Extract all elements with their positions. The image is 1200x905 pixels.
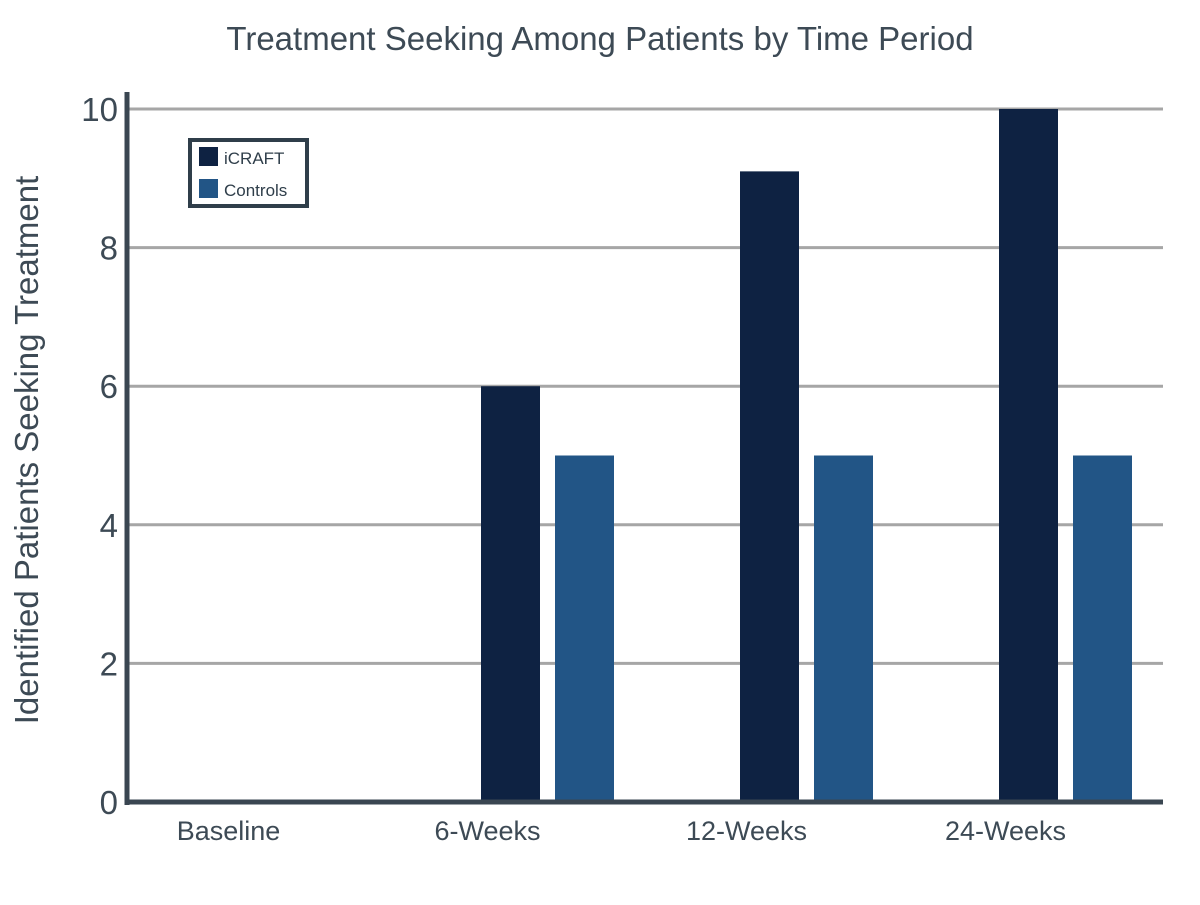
bar-controls-12-weeks (814, 455, 873, 802)
y-tick-label: 8 (100, 230, 118, 267)
y-axis-label: Identified Patients Seeking Treatment (8, 176, 45, 725)
y-tick-label: 0 (100, 784, 118, 821)
y-tick-label: 2 (100, 645, 118, 682)
legend-label-controls: Controls (224, 181, 287, 200)
bar-controls-24-weeks (1073, 455, 1132, 802)
y-tick-label: 10 (81, 91, 118, 128)
y-tick-label: 6 (100, 368, 118, 405)
axes (124, 92, 1163, 805)
bar-controls-6-weeks (555, 455, 614, 802)
chart-title: Treatment Seeking Among Patients by Time… (226, 20, 973, 57)
legend-swatch-icraft (199, 147, 218, 166)
bar-icraft-24-weeks (999, 109, 1058, 802)
x-tick-label: 6-Weeks (434, 816, 540, 846)
x-tick-label: Baseline (177, 816, 281, 846)
gridlines (127, 107, 1163, 665)
legend-swatch-controls (199, 179, 218, 198)
legend-label-icraft: iCRAFT (224, 149, 284, 168)
x-tick-label: 12-Weeks (686, 816, 807, 846)
tick-labels: 0 2 4 6 8 10 Baseline 6-Weeks 12-Weeks 24-Weeks (81, 91, 1066, 846)
y-tick-label: 4 (100, 507, 118, 544)
x-tick-label: 24-Weeks (945, 816, 1066, 846)
legend: iCRAFT Controls (188, 138, 309, 208)
bars (481, 109, 1132, 802)
bar-icraft-6-weeks (481, 386, 540, 802)
bar-icraft-12-weeks (740, 171, 799, 802)
